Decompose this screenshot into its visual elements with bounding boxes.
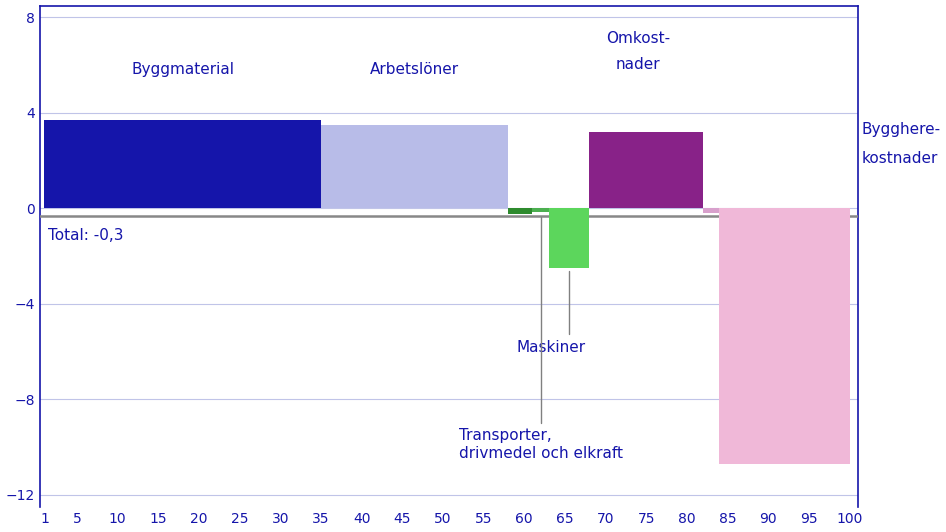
Text: Maskiner: Maskiner: [517, 271, 586, 355]
Text: Arbetslöner: Arbetslöner: [370, 62, 459, 77]
Text: Omkost-: Omkost-: [606, 31, 670, 46]
Bar: [321, 125, 508, 209]
Bar: [549, 209, 589, 268]
Bar: [703, 209, 719, 213]
Text: kostnader: kostnader: [862, 151, 938, 165]
Text: Transporter,
drivmedel och elkraft: Transporter, drivmedel och elkraft: [459, 217, 623, 461]
Bar: [589, 132, 703, 209]
Text: Byggmaterial: Byggmaterial: [131, 62, 235, 77]
Bar: [533, 209, 549, 212]
Bar: [719, 209, 850, 464]
Bar: [508, 209, 533, 214]
Text: Total: -0,3: Total: -0,3: [48, 228, 124, 243]
Text: nader: nader: [616, 57, 660, 72]
Text: Bygghere-: Bygghere-: [862, 122, 941, 137]
Bar: [44, 120, 321, 209]
